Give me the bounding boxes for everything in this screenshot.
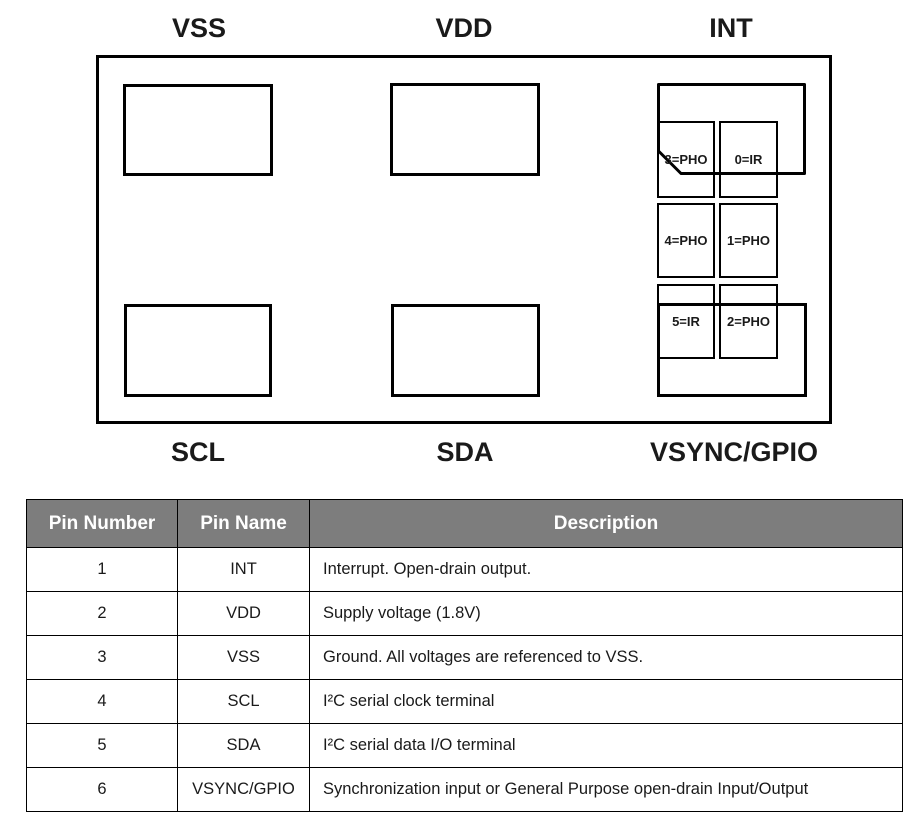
- pad-vdd: [390, 83, 540, 176]
- pin-label-sda: SDA: [436, 437, 494, 467]
- table-row: 5 SDA I²C serial data I/O terminal: [26, 723, 903, 768]
- pin-label-vsync-gpio: VSYNC/GPIO: [649, 437, 819, 467]
- header-description: Description: [309, 499, 903, 548]
- pin-label-vss: VSS: [171, 13, 227, 43]
- pin-name-cell: SCL: [177, 679, 310, 724]
- pin-description-cell: Synchronization input or General Purpose…: [309, 767, 903, 812]
- cell-box-5-ir: [657, 284, 715, 359]
- header-pin-number: Pin Number: [26, 499, 178, 548]
- header-pin-name: Pin Name: [177, 499, 310, 548]
- pin-number-cell: 4: [26, 679, 178, 724]
- table-row: 6 VSYNC/GPIO Synchronization input or Ge…: [26, 767, 903, 812]
- pin-description-cell: Interrupt. Open-drain output.: [309, 547, 903, 592]
- pin-description-cell: I²C serial clock terminal: [309, 679, 903, 724]
- pad-sda: [391, 304, 540, 397]
- cell-box-2-pho: [719, 284, 778, 359]
- pin-number-cell: 1: [26, 547, 178, 592]
- chip-outline-drawing: [96, 55, 832, 424]
- pin-label-vdd: VDD: [435, 13, 493, 43]
- cell-box-1-pho: [719, 203, 778, 278]
- pin-name-cell: INT: [177, 547, 310, 592]
- pin-name-cell: VDD: [177, 591, 310, 636]
- pin-label-scl: SCL: [171, 437, 225, 467]
- table-row: 1 INT Interrupt. Open-drain output.: [26, 547, 903, 592]
- table-row: 4 SCL I²C serial clock terminal: [26, 679, 903, 724]
- pad-scl: [124, 304, 272, 397]
- table-header-row: Pin Number Pin Name Description: [26, 499, 903, 548]
- pin-label-int: INT: [709, 13, 753, 43]
- cell-box-3-pho: [657, 121, 715, 198]
- cell-label-2-pho: 2=PHO: [727, 314, 770, 329]
- pin-description-cell: Ground. All voltages are referenced to V…: [309, 635, 903, 680]
- cell-box-4-pho: [657, 203, 715, 278]
- cell-label-1-pho: 1=PHO: [727, 233, 770, 248]
- table-row: 3 VSS Ground. All voltages are reference…: [26, 635, 903, 680]
- cell-label-5-ir: 5=IR: [672, 314, 700, 329]
- cell-label-3-pho: 3=PHO: [664, 152, 708, 167]
- pin-description-cell: Supply voltage (1.8V): [309, 591, 903, 636]
- pin-number-cell: 5: [26, 723, 178, 768]
- cell-box-0-ir: [719, 121, 778, 198]
- pin-number-cell: 3: [26, 635, 178, 680]
- pin-description-cell: I²C serial data I/O terminal: [309, 723, 903, 768]
- pad-vss: [123, 84, 273, 176]
- chip-body-outline: [96, 55, 832, 424]
- pin-configuration-diagram: VSS VDD INT SCL SDA VSYNC/GPIO 3=PHO 0=I…: [96, 13, 832, 467]
- pin-description-table: Pin Number Pin Name Description 1 INT In…: [26, 499, 903, 812]
- pin-name-cell: SDA: [177, 723, 310, 768]
- pin-name-cell: VSYNC/GPIO: [177, 767, 310, 812]
- cell-label-0-ir: 0=IR: [734, 152, 763, 167]
- pin-name-cell: VSS: [177, 635, 310, 680]
- pin-number-cell: 6: [26, 767, 178, 812]
- table-row: 2 VDD Supply voltage (1.8V): [26, 591, 903, 636]
- pin-number-cell: 2: [26, 591, 178, 636]
- cell-label-4-pho: 4=PHO: [664, 233, 708, 248]
